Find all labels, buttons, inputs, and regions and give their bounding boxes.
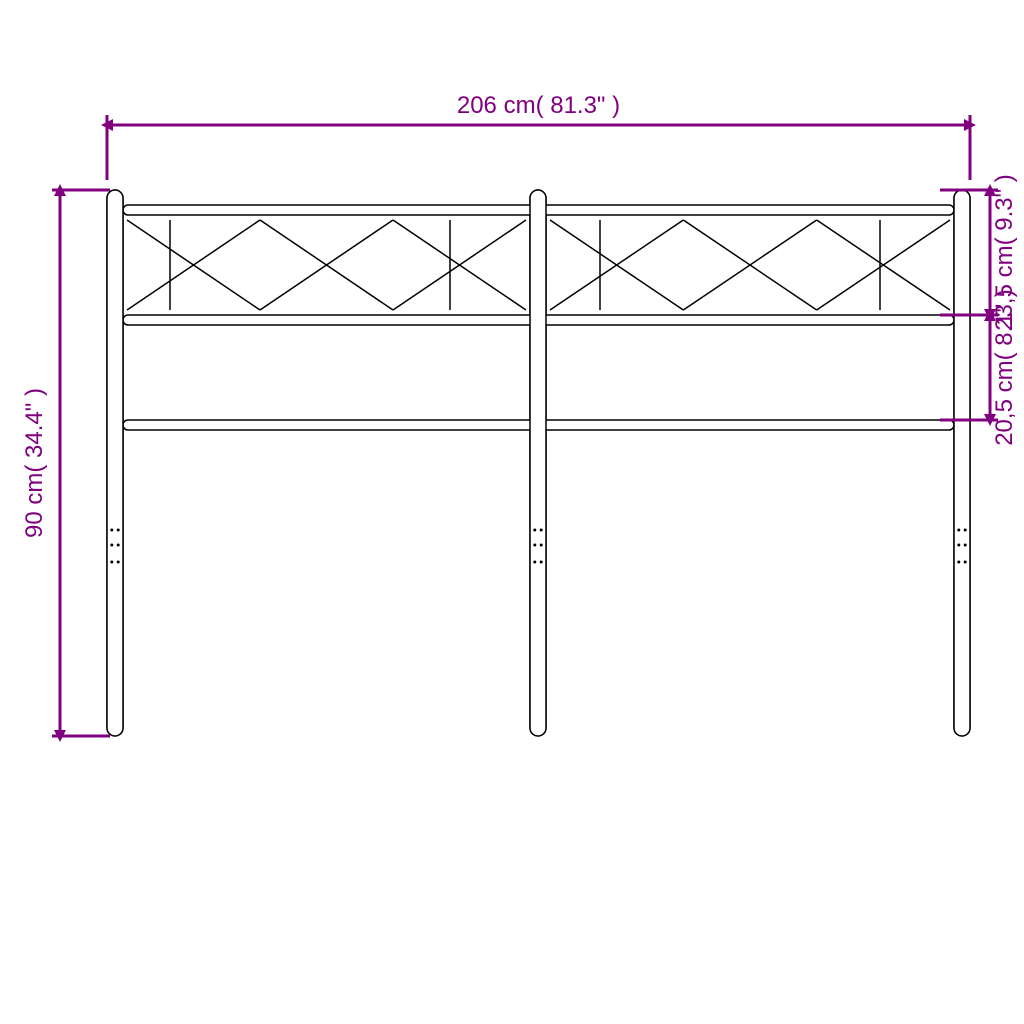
dim-label-height: 90 cm( 34.4" )	[21, 388, 48, 538]
canvas-background	[0, 0, 1024, 1024]
hole-2-2-b	[964, 561, 967, 564]
hole-1-2-b	[540, 561, 543, 564]
dim-label-d205: 20,5 cm( 8.1" )	[991, 289, 1018, 446]
hole-0-0-b	[117, 529, 120, 532]
hole-1-1-b	[540, 544, 543, 547]
dim-label-width: 206 cm( 81.3" )	[457, 92, 620, 119]
hole-1-0-a	[533, 529, 536, 532]
hole-2-0-b	[964, 529, 967, 532]
hole-2-2-a	[957, 561, 960, 564]
hole-2-1-b	[964, 544, 967, 547]
hole-1-0-b	[540, 529, 543, 532]
hole-1-2-a	[533, 561, 536, 564]
hole-2-0-a	[957, 529, 960, 532]
hole-0-1-a	[110, 544, 113, 547]
hole-1-1-a	[533, 544, 536, 547]
hole-0-2-a	[110, 561, 113, 564]
hole-0-2-b	[117, 561, 120, 564]
hole-0-1-b	[117, 544, 120, 547]
hole-0-0-a	[110, 529, 113, 532]
hole-2-1-a	[957, 544, 960, 547]
